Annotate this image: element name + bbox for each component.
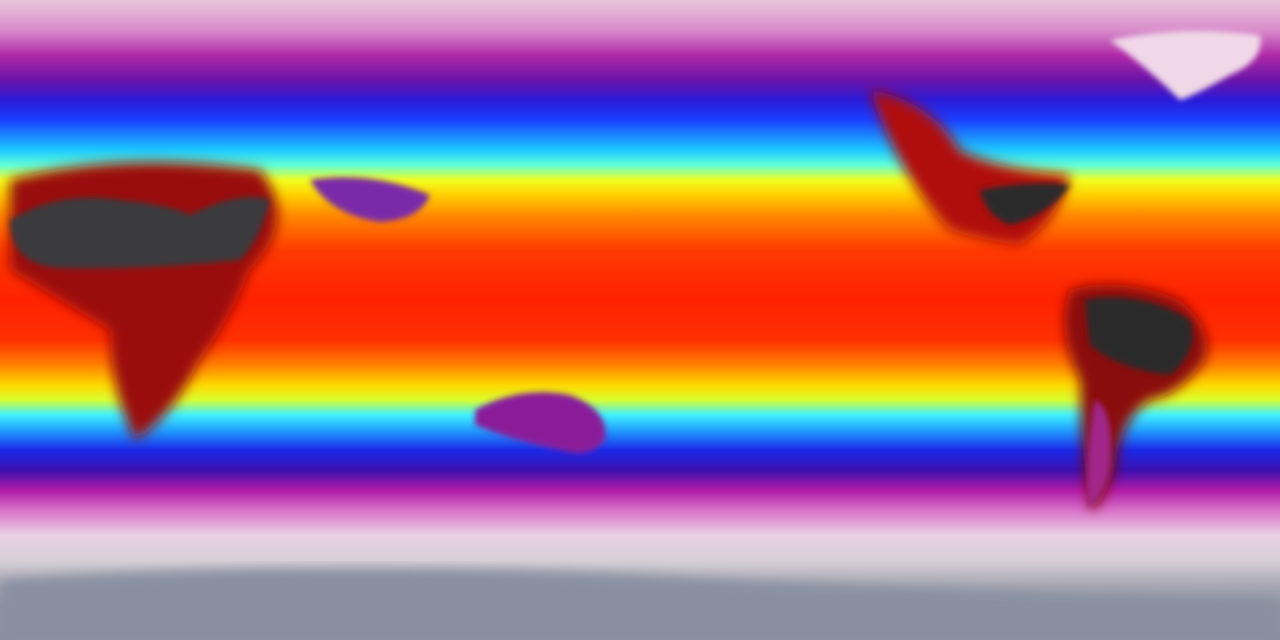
greenland-region <box>1110 31 1261 100</box>
sahara-region <box>10 197 270 269</box>
north-america-region <box>870 90 1070 245</box>
north-america-desert <box>980 183 1070 225</box>
amazon-region <box>1085 297 1193 375</box>
andes-south-region <box>1087 400 1111 505</box>
tibet-region <box>310 177 430 222</box>
antarctica-region <box>0 568 1280 640</box>
australia-region <box>475 392 606 454</box>
